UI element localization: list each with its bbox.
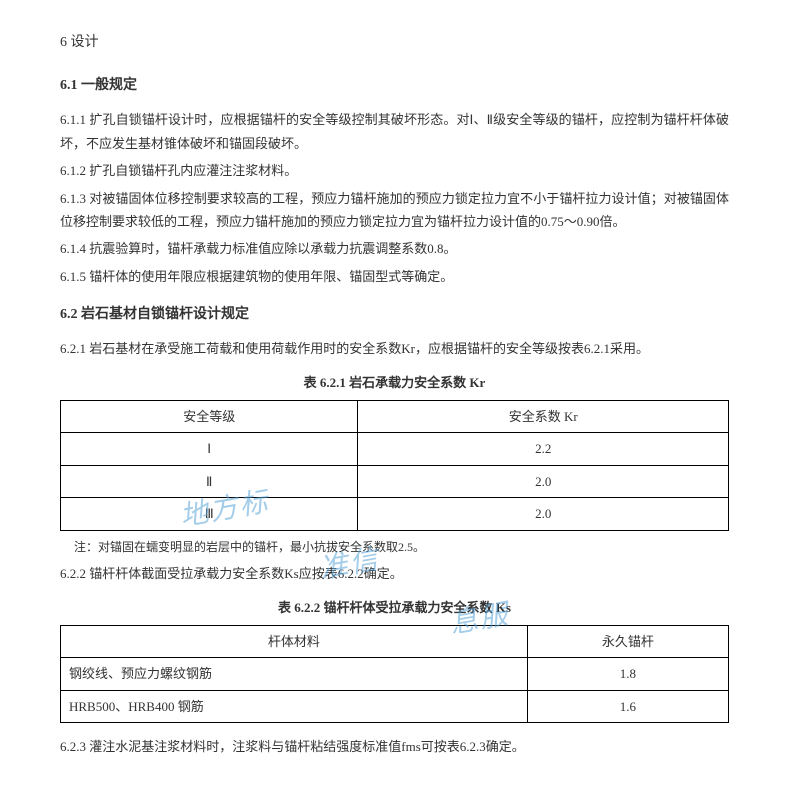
- table-row: 杆体材料 永久锚杆: [61, 626, 729, 658]
- para-6-2-3: 6.2.3 灌注水泥基注浆材料时，注浆料与锚杆粘结强度标准值fms可按表6.2.…: [60, 735, 729, 758]
- table-cell: Ⅱ: [61, 465, 358, 497]
- table-header-cell: 杆体材料: [61, 626, 528, 658]
- table-cell: 1.8: [527, 658, 728, 690]
- table-header-cell: 安全系数 Kr: [358, 401, 729, 433]
- table-row: 钢绞线、预应力螺纹钢筋 1.8: [61, 658, 729, 690]
- table-6-2-2-title: 表 6.2.2 锚杆杆体受拉承载力安全系数 Ks: [60, 596, 729, 619]
- para-6-2-1: 6.2.1 岩石基材在承受施工荷载和使用荷载作用时的安全系数Kr，应根据锚杆的安…: [60, 337, 729, 360]
- table-cell: HRB500、HRB400 钢筋: [61, 690, 528, 722]
- table-cell: 2.0: [358, 498, 729, 530]
- section-6-title: 6 设计: [60, 30, 729, 55]
- table-cell: 钢绞线、预应力螺纹钢筋: [61, 658, 528, 690]
- para-6-1-1: 6.1.1 扩孔自锁锚杆设计时，应根据锚杆的安全等级控制其破坏形态。对Ⅰ、Ⅱ级安…: [60, 108, 729, 155]
- para-6-1-2: 6.1.2 扩孔自锁锚杆孔内应灌注注浆材料。: [60, 159, 729, 182]
- table-cell: 1.6: [527, 690, 728, 722]
- table-cell: Ⅰ: [61, 433, 358, 465]
- table-6-2-1-note: 注：对锚固在蠕变明显的岩层中的锚杆，最小抗拔安全系数取2.5。: [60, 537, 729, 559]
- section-6-2-title: 6.2 岩石基材自锁锚杆设计规定: [60, 302, 729, 327]
- table-cell: Ⅲ: [61, 498, 358, 530]
- table-row: HRB500、HRB400 钢筋 1.6: [61, 690, 729, 722]
- para-6-2-2: 6.2.2 锚杆杆体截面受拉承载力安全系数Ks应按表6.2.2确定。: [60, 562, 729, 585]
- section-6-1-title: 6.1 一般规定: [60, 73, 729, 98]
- para-6-1-4: 6.1.4 抗震验算时，锚杆承载力标准值应除以承载力抗震调整系数0.8。: [60, 237, 729, 260]
- table-cell: 2.2: [358, 433, 729, 465]
- table-cell: 2.0: [358, 465, 729, 497]
- table-row: Ⅰ 2.2: [61, 433, 729, 465]
- table-row: 安全等级 安全系数 Kr: [61, 401, 729, 433]
- para-6-1-3: 6.1.3 对被锚固体位移控制要求较高的工程，预应力锚杆施加的预应力锁定拉力宜不…: [60, 187, 729, 234]
- table-row: Ⅱ 2.0: [61, 465, 729, 497]
- table-header-cell: 永久锚杆: [527, 626, 728, 658]
- table-header-cell: 安全等级: [61, 401, 358, 433]
- table-6-2-1-title: 表 6.2.1 岩石承载力安全系数 Kr: [60, 371, 729, 394]
- para-6-1-5: 6.1.5 锚杆体的使用年限应根据建筑物的使用年限、锚固型式等确定。: [60, 265, 729, 288]
- table-6-2-1: 安全等级 安全系数 Kr Ⅰ 2.2 Ⅱ 2.0 Ⅲ 2.0: [60, 400, 729, 531]
- table-6-2-2: 杆体材料 永久锚杆 钢绞线、预应力螺纹钢筋 1.8 HRB500、HRB400 …: [60, 625, 729, 723]
- table-row: Ⅲ 2.0: [61, 498, 729, 530]
